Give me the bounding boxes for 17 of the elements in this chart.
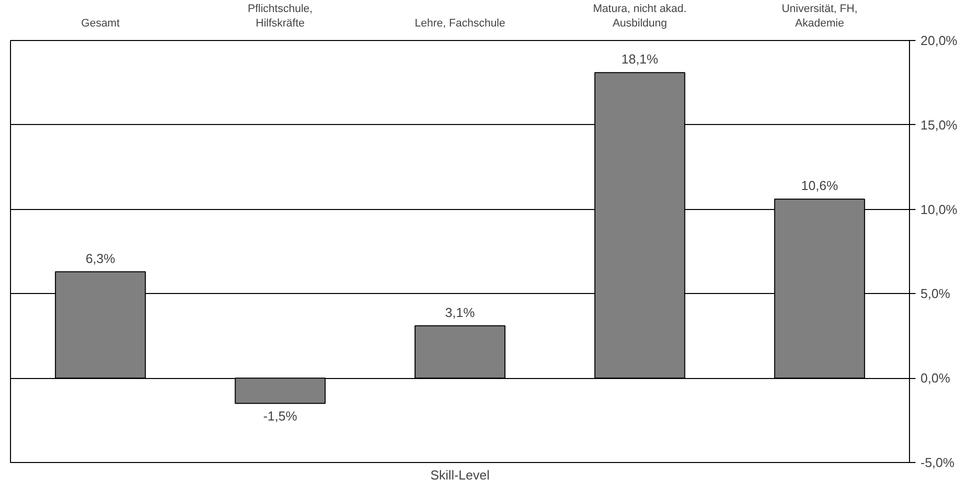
x-axis-title: Skill-Level [430,468,490,482]
y-tick-label: 5,0% [920,286,951,302]
x-tick-label: Pflichtschule, Hilfskräfte [248,3,313,30]
x-tick-label: Universität, FH, Akademie [782,3,858,30]
x-tick-label: Lehre, Fachschule [414,18,506,30]
data-label: -1,5% [263,408,298,424]
y-tick-label: -5,0% [920,455,955,470]
y-tick-label: 10,0% [920,202,958,217]
y-tick-label: 0,0% [920,370,951,386]
data-label: 6,3% [86,250,116,266]
data-label: 10,6% [801,178,838,194]
data-label: 18,1% [621,52,659,67]
x-tick-label: Matura, nicht akad. Ausbildung [593,3,687,30]
y-tick-label: 20,0% [920,33,958,48]
y-tick-label: 15,0% [920,117,958,132]
x-tick-label: Gesamt [81,18,120,30]
data-label: 3,1% [445,304,476,320]
